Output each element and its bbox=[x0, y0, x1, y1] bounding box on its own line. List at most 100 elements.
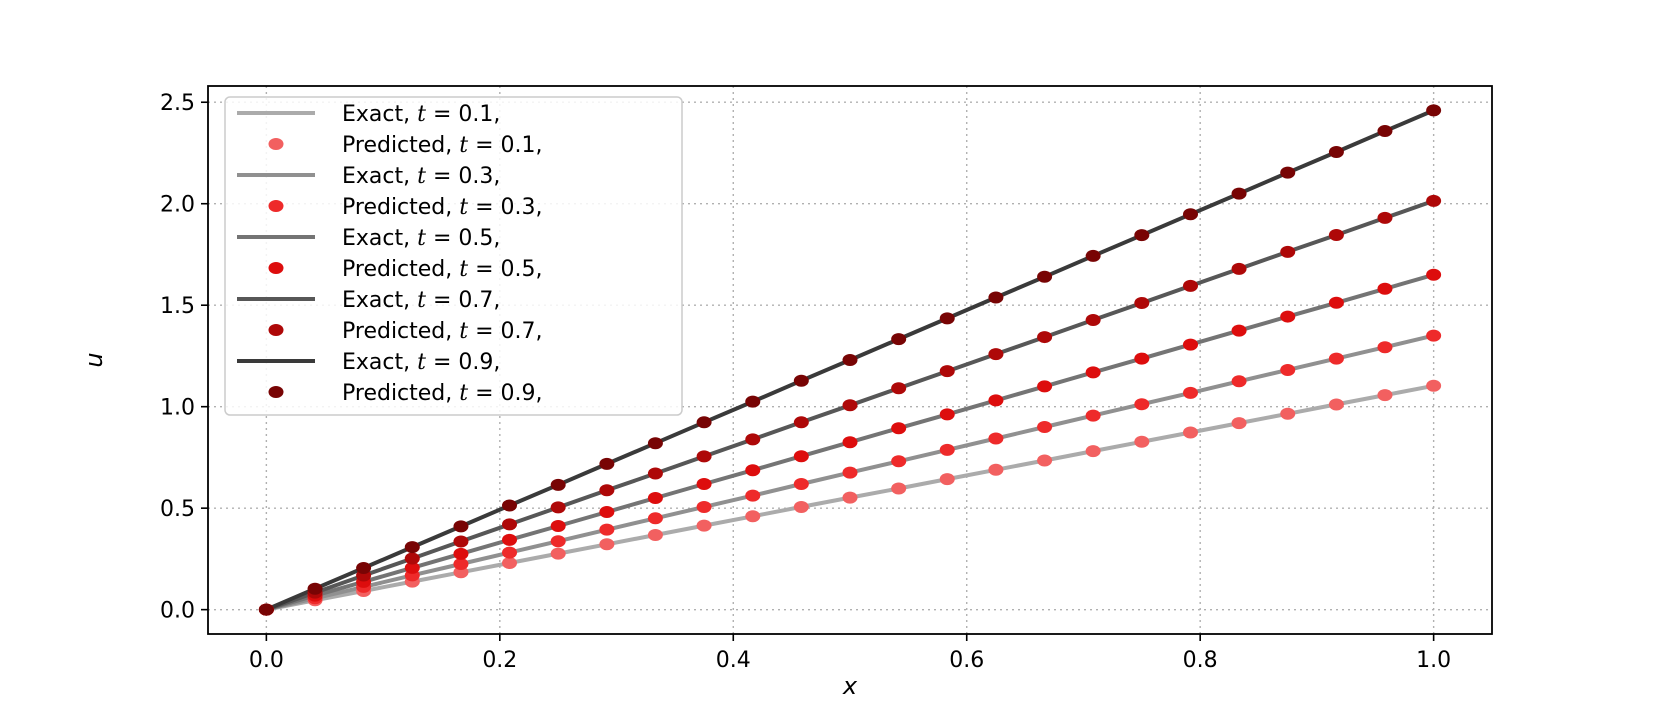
predicted-point bbox=[793, 500, 809, 513]
predicted-point bbox=[1085, 445, 1101, 458]
legend-box bbox=[224, 96, 683, 416]
series-group bbox=[258, 104, 1442, 616]
predicted-point bbox=[1134, 352, 1150, 365]
predicted-point bbox=[550, 501, 566, 514]
legend-label: Predicted, t = 0.3, bbox=[342, 195, 543, 220]
predicted-point bbox=[1134, 296, 1150, 309]
predicted-point bbox=[1328, 398, 1344, 411]
predicted-point bbox=[1037, 454, 1053, 467]
x-tick-label: 0.8 bbox=[1183, 648, 1218, 673]
predicted-point bbox=[939, 443, 955, 456]
predicted-point bbox=[502, 546, 518, 559]
predicted-point bbox=[988, 291, 1004, 304]
predicted-point bbox=[1037, 331, 1053, 344]
y-tick-label: 2.5 bbox=[160, 91, 195, 116]
predicted-point bbox=[599, 457, 615, 470]
legend-label: Predicted, t = 0.9, bbox=[342, 381, 543, 406]
legend-label: Predicted, t = 0.1, bbox=[342, 133, 543, 158]
predicted-point bbox=[453, 557, 469, 570]
predicted-point bbox=[1377, 125, 1393, 138]
legend-label: Exact, t = 0.1, bbox=[342, 102, 500, 127]
legend-marker-t0.3 bbox=[268, 200, 284, 212]
predicted-point bbox=[453, 535, 469, 548]
predicted-point bbox=[599, 538, 615, 551]
x-tick-label: 0.0 bbox=[249, 648, 284, 673]
predicted-point bbox=[1085, 314, 1101, 327]
legend-marker-t0.7 bbox=[268, 324, 284, 336]
plot-frame bbox=[207, 85, 1493, 635]
predicted-point bbox=[939, 312, 955, 325]
predicted-point bbox=[1182, 386, 1198, 399]
predicted-point bbox=[1085, 249, 1101, 262]
predicted-point bbox=[696, 519, 712, 532]
predicted-point bbox=[647, 492, 663, 505]
predicted-point bbox=[502, 518, 518, 531]
predicted-point bbox=[793, 478, 809, 491]
predicted-point bbox=[842, 466, 858, 479]
predicted-point bbox=[502, 533, 518, 546]
predicted-point bbox=[988, 432, 1004, 445]
predicted-point bbox=[891, 382, 907, 395]
predicted-point bbox=[1280, 310, 1296, 323]
predicted-point bbox=[1426, 329, 1442, 342]
predicted-point bbox=[1280, 407, 1296, 420]
predicted-point bbox=[696, 416, 712, 429]
predicted-point bbox=[1134, 398, 1150, 411]
predicted-point bbox=[1134, 435, 1150, 448]
legend-marker-t0.1 bbox=[268, 138, 284, 150]
predicted-point bbox=[745, 489, 761, 502]
predicted-point bbox=[842, 491, 858, 504]
predicted-point bbox=[891, 455, 907, 468]
predicted-point bbox=[1231, 375, 1247, 388]
predicted-point bbox=[1134, 229, 1150, 242]
predicted-point bbox=[1037, 270, 1053, 283]
predicted-point bbox=[550, 535, 566, 548]
y-tick-label: 0.0 bbox=[160, 599, 195, 624]
legend-label: Exact, t = 0.7, bbox=[342, 288, 500, 313]
predicted-point bbox=[1280, 363, 1296, 376]
predicted-point bbox=[404, 552, 420, 565]
y-axis-label: u bbox=[80, 352, 108, 367]
predicted-point bbox=[842, 436, 858, 449]
axis-ticks: 0.0 0.2 0.4 0.6 0.8 1.0 0.0 0.5 1.0 1.5 2.0 2.5 bbox=[160, 91, 1451, 673]
y-tick-label: 1.0 bbox=[160, 396, 195, 421]
predicted-point bbox=[1328, 352, 1344, 365]
legend-label: Exact, t = 0.3, bbox=[342, 164, 500, 189]
legend-marker-t0.5 bbox=[268, 262, 284, 274]
legend: Exact, t = 0.1, Predicted, t = 0.1, Exact,… bbox=[224, 96, 683, 416]
predicted-point bbox=[1182, 338, 1198, 351]
predicted-point bbox=[696, 500, 712, 513]
predicted-point bbox=[647, 528, 663, 541]
predicted-point bbox=[453, 566, 469, 579]
predicted-point bbox=[1037, 420, 1053, 433]
predicted-point bbox=[1377, 389, 1393, 402]
predicted-point bbox=[696, 478, 712, 491]
y-tick-label: 2.0 bbox=[160, 193, 195, 218]
predicted-point bbox=[939, 408, 955, 421]
x-tick-label: 0.4 bbox=[716, 648, 751, 673]
legend-label: Exact, t = 0.5, bbox=[342, 226, 500, 251]
predicted-point bbox=[1231, 262, 1247, 275]
predicted-point bbox=[1377, 341, 1393, 354]
predicted-point bbox=[599, 484, 615, 497]
predicted-point bbox=[1280, 166, 1296, 179]
x-tick-label: 0.6 bbox=[949, 648, 984, 673]
y-tick-label: 0.5 bbox=[160, 497, 195, 522]
predicted-point bbox=[647, 437, 663, 450]
predicted-point bbox=[745, 433, 761, 446]
x-axis-label: x bbox=[842, 672, 858, 700]
predicted-point bbox=[502, 556, 518, 569]
predicted-point bbox=[939, 365, 955, 378]
y-tick-label: 1.5 bbox=[160, 294, 195, 319]
predicted-point bbox=[453, 520, 469, 533]
predicted-point bbox=[793, 450, 809, 463]
predicted-point bbox=[550, 520, 566, 533]
predicted-point bbox=[1231, 417, 1247, 430]
predicted-point bbox=[1328, 228, 1344, 241]
predicted-point bbox=[1426, 379, 1442, 392]
predicted-point bbox=[1328, 145, 1344, 158]
predicted-point bbox=[1085, 366, 1101, 379]
predicted-point bbox=[745, 464, 761, 477]
predicted-point bbox=[793, 374, 809, 387]
